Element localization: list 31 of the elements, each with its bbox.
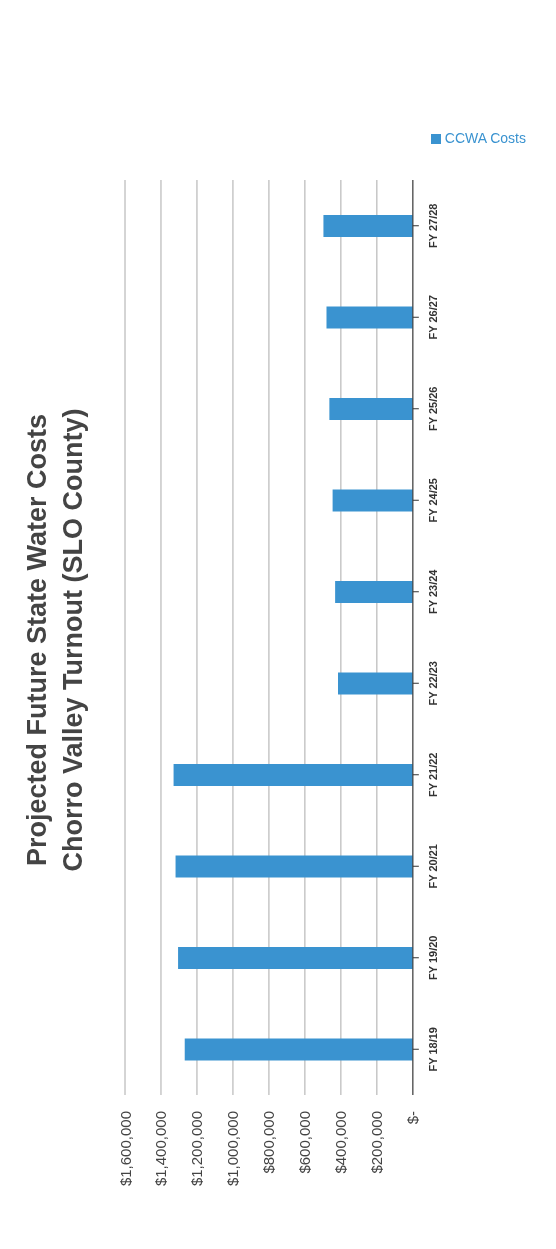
bar [329, 398, 413, 420]
x-tick-label: $1,600,000 [116, 1111, 134, 1187]
y-tick-label: FY 22/23 [426, 661, 439, 706]
bar [173, 764, 413, 786]
y-tick-label: FY 26/27 [426, 295, 439, 340]
y-tick-label: FY 19/20 [426, 935, 439, 980]
y-tick-label: FY 23/24 [426, 568, 439, 614]
bar [323, 215, 413, 237]
bar [332, 489, 413, 512]
y-tick-label: FY 20/21 [426, 844, 439, 889]
text: Projected Future State Water Costs Chorro Valley Turnout (SLO County) [21, 408, 89, 872]
bar [175, 855, 413, 878]
x-tick-label: $200,000 [368, 1111, 386, 1174]
y-tick-label: FY 21/22 [426, 752, 439, 797]
bar [338, 672, 413, 695]
y-tick-label: FY 25/26 [426, 386, 439, 431]
y-tick-label: FY 27/28 [426, 203, 439, 248]
x-tick-label: $600,000 [296, 1111, 314, 1174]
x-tick-label: $1,400,000 [152, 1111, 170, 1187]
bar [178, 947, 413, 969]
x-tick-label: $1,200,000 [188, 1111, 206, 1187]
y-tick-label: FY 18/19 [426, 1027, 439, 1072]
y-tick-label: FY 24/25 [426, 478, 439, 523]
x-tick-label: $- [404, 1111, 422, 1125]
x-tick-label: $800,000 [260, 1111, 278, 1174]
x-tick-label: $1,000,000 [224, 1111, 242, 1187]
legend-label: CCWA Costs [444, 130, 526, 146]
x-tick-label: $400,000 [332, 1111, 350, 1174]
bar [184, 1038, 413, 1061]
bar [335, 581, 413, 603]
bar [326, 306, 413, 329]
